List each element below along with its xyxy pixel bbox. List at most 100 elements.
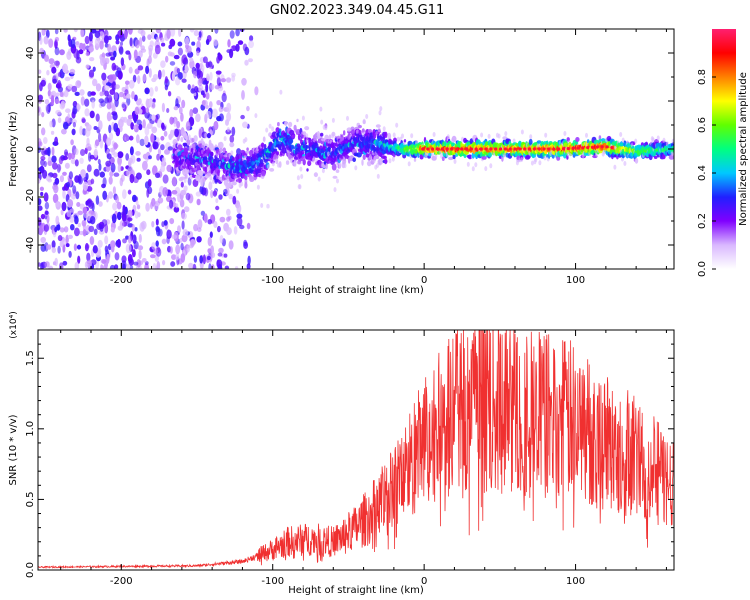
spectrogram-cell: [193, 255, 198, 263]
spectrogram-cell: [98, 120, 103, 130]
spectrogram-cell: [445, 147, 449, 151]
spectrogram-cell: [206, 35, 212, 42]
spectrogram-cell: [199, 255, 204, 264]
spectrogram-cell: [304, 126, 310, 131]
spectrogram-cell: [56, 163, 61, 173]
spectrogram-cell: [198, 84, 204, 93]
spectrogram-cell: [494, 147, 498, 151]
spectrogram-cell: [362, 154, 366, 160]
spectrogram-y-label: Frequency (Hz): [8, 111, 19, 187]
spectrogram-cell: [181, 54, 188, 65]
spectrogram-cell: [38, 178, 41, 184]
spectrogram-cell: [85, 200, 89, 206]
spectrogram-cell: [111, 81, 117, 92]
spectrogram-cell: [95, 113, 100, 122]
spectrogram-cell: [362, 118, 366, 124]
spectrogram-cell: [173, 106, 179, 111]
spectrogram-cell: [534, 157, 538, 163]
spectrogram-cell: [247, 255, 251, 266]
spectrogram-cell: [240, 114, 245, 120]
spectrogram-cell: [169, 29, 176, 37]
snr-scale-label: (x10⁴): [9, 311, 19, 338]
spectrogram-cell: [38, 94, 44, 101]
spectrogram-cell: [513, 147, 517, 151]
spectrogram-cell: [378, 110, 382, 116]
spectrogram-cell: [106, 111, 112, 122]
spectrogram-cell: [122, 204, 126, 215]
spectrogram-cell: [218, 106, 224, 113]
spectrogram-cell: [93, 168, 100, 177]
spectrogram-cell: [215, 70, 222, 75]
spectrogram-cell: [145, 107, 149, 114]
spectrogram-cell: [131, 223, 135, 232]
spectrogram-cell: [254, 113, 258, 119]
spectrogram-cell: [73, 214, 78, 220]
spectrogram-cell: [112, 112, 118, 121]
spectrogram-cell: [46, 69, 50, 76]
spectrogram-cell: [331, 131, 336, 137]
spectrogram-cell: [242, 121, 248, 129]
spectrogram-cell: [120, 57, 125, 67]
spectrogram-cell: [141, 258, 147, 263]
spectrogram-cell: [181, 78, 187, 83]
spectrogram-cell: [208, 142, 214, 149]
spectrogram-cell: [392, 132, 396, 138]
spectrogram-cell: [107, 43, 112, 53]
spectrogram-cell: [154, 86, 159, 92]
spectrogram-cell: [530, 160, 534, 166]
spectrogram-cell: [89, 110, 95, 119]
spectrogram-cell: [127, 217, 133, 222]
spectrogram-cell: [160, 60, 166, 68]
spectrogram-cell: [336, 178, 339, 184]
spectrogram-cell: [88, 225, 95, 233]
spectrogram-cell: [155, 29, 161, 34]
spectrogram-cell: [44, 54, 49, 62]
spectrogram-cell: [244, 46, 250, 56]
spectrogram-cell: [135, 151, 141, 156]
spectrogram-cell: [185, 174, 189, 180]
spectrogram-cell: [84, 35, 90, 45]
spectrogram-cell: [460, 147, 464, 151]
spectrogram-cell: [152, 52, 158, 59]
spectrogram-cell: [81, 118, 86, 124]
spectrogram-cell: [57, 71, 62, 78]
spectrogram-cell: [162, 260, 166, 266]
spectrogram-cell: [549, 151, 553, 156]
spectrogram-cell: [98, 163, 102, 171]
spectrogram-cell: [48, 265, 54, 269]
spectrogram-cell: [110, 227, 115, 233]
spectrogram-cell: [161, 102, 165, 113]
spectrogram-cell: [89, 57, 95, 62]
colorbar-tick-label: 0.0: [697, 261, 708, 277]
spectrogram-cell: [144, 135, 148, 146]
spectrogram-cell: [207, 219, 213, 225]
x-tick-label: 0: [421, 576, 427, 587]
spectrogram-cell: [136, 157, 141, 162]
spectrogram-cell: [175, 252, 180, 261]
spectrogram-cell: [378, 137, 381, 142]
spectrogram-cell: [38, 205, 43, 211]
spectrogram-cell: [235, 29, 240, 37]
spectrogram-cell: [54, 136, 58, 146]
spectrogram-cell: [145, 202, 150, 212]
spectrogram-cell: [160, 144, 165, 151]
spectrogram-cell: [114, 264, 119, 269]
spectrogram-cell: [146, 188, 150, 198]
spectrogram-cell: [600, 145, 604, 149]
spectrogram-cell: [193, 223, 199, 232]
spectrogram-cell: [241, 77, 247, 86]
spectrogram-cell: [156, 153, 161, 161]
spectrogram-cell: [518, 147, 522, 151]
spectrogram-cell: [355, 145, 359, 151]
spectrogram-cell: [125, 153, 130, 161]
spectrogram-cell: [245, 150, 250, 154]
spectrogram-cell: [487, 133, 491, 139]
spectrogram-cell: [216, 115, 222, 122]
spectrogram-cell: [328, 134, 332, 141]
spectrogram-cell: [358, 129, 362, 136]
snr-panel: -200 -100 0 100 0.0 0.5 1.0 1.5 Height of stra…: [8, 311, 675, 596]
spectrogram-cell: [127, 234, 132, 244]
spectrogram-cell: [95, 195, 100, 205]
spectrogram-cell: [193, 135, 198, 142]
spectrogram-cell: [160, 165, 166, 173]
